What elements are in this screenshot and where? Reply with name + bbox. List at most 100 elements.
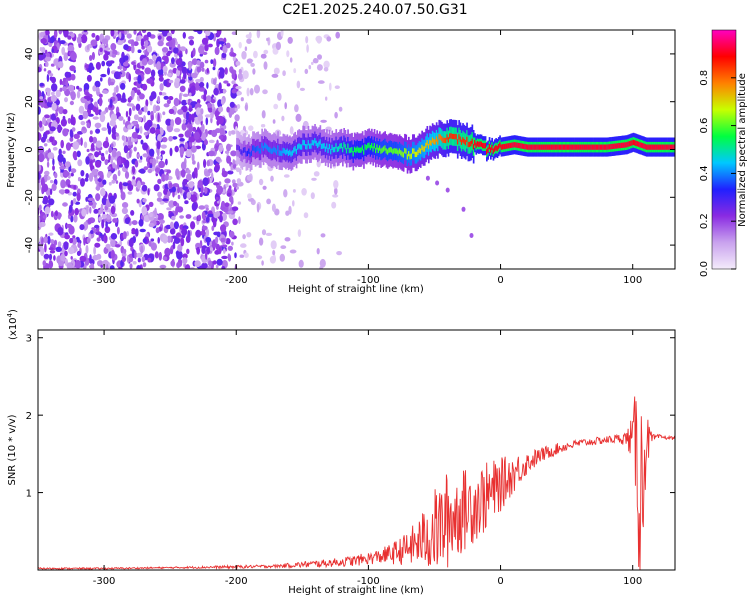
spectrogram-ridge-core	[307, 140, 310, 146]
spectrogram-noise-cell	[185, 99, 189, 104]
spectrogram-noise-cell	[286, 50, 290, 58]
spectrogram-ridge-core	[250, 150, 253, 156]
spectrogram-noise-cell	[169, 62, 176, 68]
spectrogram-noise-cell	[191, 202, 197, 212]
spectrogram-noise-cell	[198, 205, 206, 210]
spectrogram-noise-cell	[211, 172, 214, 181]
spectrogram-noise-cell	[231, 31, 237, 35]
spectrogram-noise-cell	[130, 210, 135, 216]
spectrogram-ridge-core	[645, 144, 648, 150]
spectrogram-ridge-core	[628, 141, 631, 147]
spectrogram-noise-cell	[59, 166, 66, 170]
spectrogram-noise-cell	[201, 246, 206, 254]
spectrogram-noise-cell	[172, 136, 178, 140]
spectrogram-ridge-core	[549, 144, 552, 150]
spectrogram-ridge-core	[464, 140, 467, 146]
spectrogram-ridge-core	[380, 148, 382, 154]
spectrogram-noise-cell	[76, 250, 81, 256]
spectrogram-noise-cell	[203, 93, 207, 102]
spectrogram-ridge-core	[450, 133, 452, 139]
spectrogram-ridge-core	[599, 144, 602, 150]
spectrogram-noise-cell	[207, 102, 212, 108]
spectrogram-tail-point	[469, 233, 474, 238]
spectrogram-ridge-core	[499, 142, 501, 148]
spectrogram-noise-cell	[247, 193, 252, 200]
spectrogram-ridge-core	[301, 144, 303, 150]
spectrogram-noise-cell	[88, 172, 94, 182]
spectrogram-ridge-core	[668, 144, 671, 150]
spectrogram-ridge-core	[521, 143, 524, 149]
spectrogram-noise-cell	[44, 56, 52, 62]
spectrogram-noise-cell	[232, 218, 238, 226]
spectrogram-noise-cell	[158, 76, 164, 82]
spectrogram-noise-cell	[132, 166, 136, 175]
spectrogram-noise-cell	[186, 248, 190, 255]
spectrogram-ridge-core	[663, 144, 665, 150]
spectrogram-noise-cell	[47, 152, 55, 159]
spectrogram-noise-cell	[86, 95, 91, 101]
spectrogram-ridge-core	[257, 145, 260, 151]
spectrogram-ridge-core	[352, 151, 355, 157]
spectrogram-noise-cell	[213, 165, 220, 173]
spectrogram-ridge-core	[422, 146, 425, 152]
spectrogram-ridge-core	[513, 142, 516, 148]
spectrogram-noise-cell	[225, 183, 229, 188]
spectrogram-noise-cell	[213, 87, 219, 96]
spectrogram-ridge-core	[372, 146, 375, 152]
spectrogram-ridge-core	[455, 134, 458, 140]
spectrogram-noise-cell	[50, 94, 57, 102]
spectrogram-ridge-core	[516, 142, 519, 148]
spectrogram-noise-cell	[240, 97, 244, 102]
spectrogram-ridge-core	[671, 144, 673, 150]
spectrogram-noise-cell	[139, 228, 146, 233]
spectrogram-noise-cell	[50, 36, 55, 44]
spectrogram-noise-cell	[266, 198, 271, 205]
spectrogram-noise-cell	[77, 177, 81, 182]
spectrogram-noise-cell	[221, 52, 227, 59]
spectrogram-ridge-core	[421, 144, 423, 151]
spectrogram-noise-cell	[226, 106, 231, 113]
spectrogram-noise-cell	[83, 83, 90, 91]
spectrogram-noise-cell	[206, 160, 210, 167]
spectrogram-ridge-core	[566, 144, 569, 150]
spectrogram-noise-cell	[64, 71, 70, 78]
spectrogram-noise-cell	[121, 207, 128, 215]
spectrogram-noise-cell	[108, 147, 113, 154]
spectrogram-noise-cell	[85, 244, 89, 254]
spectrogram-ridge-core	[286, 148, 289, 154]
spectrogram-noise-cell	[110, 30, 115, 37]
spectrogram-noise-cell	[170, 119, 175, 128]
spectrogram-noise-cell	[261, 260, 264, 266]
spectrogram-noise-cell	[194, 81, 200, 91]
spectrogram-noise-cell	[66, 262, 73, 269]
spectrogram-noise-cell	[258, 237, 264, 246]
spectrogram-noise-cell	[119, 240, 123, 247]
spectrogram-noise-cell	[190, 101, 198, 105]
spectrogram-ridge-core	[238, 146, 241, 152]
spectrogram-noise-cell	[59, 78, 63, 86]
spectrogram-noise-cell	[86, 122, 91, 129]
spectrogram-noise-cell	[176, 250, 183, 260]
spectrogram-noise-cell	[310, 192, 315, 200]
spectrogram-noise-cell	[178, 53, 183, 58]
snr-y-tick-label: 2	[26, 411, 32, 422]
spectrogram-noise-cell	[101, 60, 106, 67]
spectrogram-noise-cell	[48, 253, 53, 261]
spectrogram-ridge-core	[619, 142, 622, 149]
spectrogram-noise-cell	[83, 141, 88, 149]
spectrogram-noise-cell	[149, 164, 153, 169]
spectrogram-ridge-core	[511, 142, 513, 148]
spectrogram-noise-cell	[312, 58, 319, 64]
spectrogram-ridge-core	[291, 150, 294, 156]
spectrogram-noise-cell	[165, 224, 172, 230]
spectrogram-noise-cell	[258, 178, 264, 186]
spectrogram-ridge-core	[316, 142, 319, 149]
spectrogram-noise-cell	[261, 110, 266, 119]
spectrogram-noise-cell	[140, 155, 143, 161]
spectrogram-ridge-core	[335, 143, 338, 149]
spectrogram-noise-cell	[62, 115, 66, 121]
spectrogram-ridge-core	[562, 144, 565, 150]
spectrogram-noise-cell	[60, 253, 66, 263]
spectrogram-ridge-core	[410, 153, 413, 159]
